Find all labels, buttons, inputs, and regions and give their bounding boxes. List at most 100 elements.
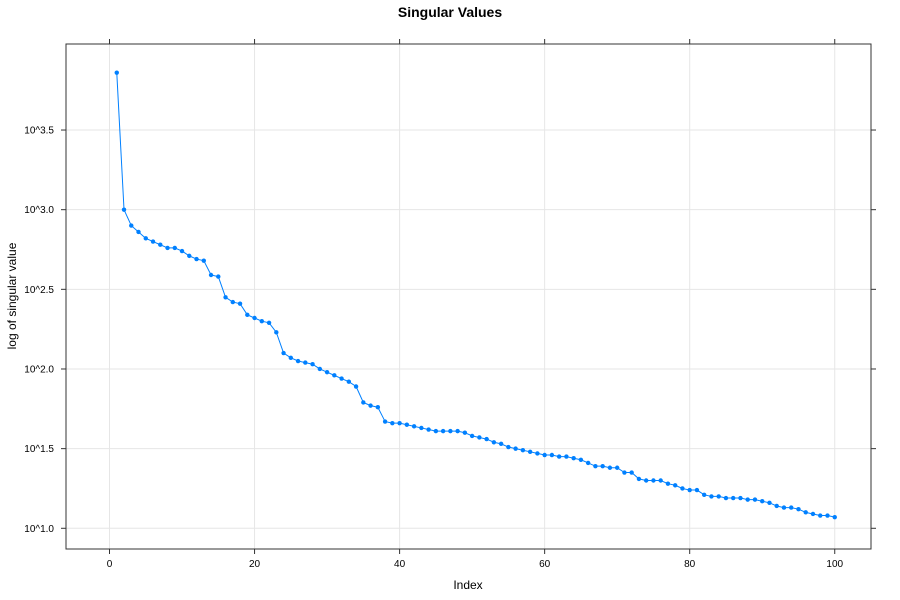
data-point xyxy=(216,274,221,279)
data-point xyxy=(607,465,613,470)
data-point xyxy=(810,511,816,517)
y-tick-label: 10^1.5 xyxy=(24,444,54,455)
data-point xyxy=(571,455,576,461)
data-point xyxy=(796,506,801,512)
data-point xyxy=(643,478,649,483)
data-point xyxy=(179,248,185,254)
data-point xyxy=(665,481,671,486)
chart-title: Singular Values xyxy=(398,4,502,20)
y-tick-label: 10^3.5 xyxy=(24,126,54,137)
data-point xyxy=(129,223,134,228)
data-point xyxy=(542,452,547,458)
data-point xyxy=(440,428,446,434)
data-point xyxy=(237,301,243,306)
data-point xyxy=(332,373,337,378)
data-point xyxy=(629,470,634,475)
data-point xyxy=(651,478,656,483)
data-point xyxy=(136,229,141,235)
data-point xyxy=(433,428,439,434)
data-point xyxy=(723,495,729,501)
data-point xyxy=(158,242,163,247)
data-point xyxy=(208,272,214,278)
x-tick-label: 20 xyxy=(249,559,261,570)
data-point xyxy=(701,492,707,498)
x-tick-label: 100 xyxy=(826,559,843,570)
series-line xyxy=(116,72,835,518)
data-point xyxy=(419,425,424,431)
data-point xyxy=(310,362,315,367)
data-point xyxy=(382,419,388,424)
data-point xyxy=(397,420,402,426)
data-point xyxy=(818,513,823,518)
data-point xyxy=(469,433,475,439)
data-point xyxy=(404,422,410,427)
data-point xyxy=(259,318,265,324)
data-point xyxy=(803,510,808,515)
data-point xyxy=(680,486,685,491)
data-point xyxy=(455,428,460,434)
data-point xyxy=(187,253,192,259)
data-point xyxy=(622,470,627,475)
data-point xyxy=(600,463,605,469)
series-layer xyxy=(114,70,837,520)
data-point xyxy=(230,299,236,305)
data-point xyxy=(825,513,830,518)
data-point xyxy=(411,424,417,429)
data-point xyxy=(506,444,511,450)
data-point xyxy=(114,70,119,75)
data-point xyxy=(491,440,497,445)
data-point xyxy=(636,476,642,482)
data-point xyxy=(448,428,453,434)
x-tick-label: 40 xyxy=(394,559,406,570)
data-point xyxy=(767,500,772,506)
data-point xyxy=(578,457,584,462)
data-point xyxy=(339,376,344,381)
data-point xyxy=(295,358,301,364)
data-point xyxy=(303,360,308,365)
data-point xyxy=(774,503,779,509)
data-point xyxy=(593,463,598,469)
plot-frame xyxy=(65,43,872,550)
data-point xyxy=(614,465,620,470)
data-point xyxy=(745,497,750,502)
data-point xyxy=(687,487,692,493)
data-point xyxy=(361,400,366,405)
data-point xyxy=(274,330,279,335)
data-point xyxy=(201,258,206,263)
x-axis-label: Index xyxy=(453,578,482,592)
data-point xyxy=(288,355,294,361)
data-point xyxy=(832,514,837,520)
data-point xyxy=(781,505,787,510)
y-tick-label: 10^2.5 xyxy=(24,285,54,296)
data-point xyxy=(375,405,381,410)
axis-ticks: 0 20 40 60 80 100 10^1.0 10^1.5 10^2.0 10^2.5 10^3… xyxy=(24,39,876,570)
x-tick-label: 80 xyxy=(684,559,696,570)
data-point xyxy=(317,366,323,372)
y-tick-label: 10^2.0 xyxy=(24,364,54,375)
x-tick-label: 0 xyxy=(107,559,113,570)
data-point xyxy=(143,236,148,241)
data-point xyxy=(426,427,431,432)
data-point xyxy=(672,483,678,488)
y-axis-label: log of singular value xyxy=(5,242,19,349)
data-point xyxy=(556,454,562,459)
data-point xyxy=(477,435,482,440)
data-point xyxy=(324,369,330,375)
data-point xyxy=(498,441,504,447)
data-point xyxy=(738,495,743,501)
data-point xyxy=(709,494,714,499)
x-tick-label: 60 xyxy=(539,559,551,570)
data-point xyxy=(564,454,569,459)
data-point xyxy=(658,478,663,483)
y-tick-label: 10^1.0 xyxy=(24,524,54,535)
data-point xyxy=(353,384,359,389)
data-point xyxy=(346,379,352,384)
y-tick-label: 10^3.0 xyxy=(24,205,54,216)
data-point xyxy=(194,256,199,262)
data-point xyxy=(368,403,373,408)
data-point xyxy=(281,350,286,356)
data-point xyxy=(121,207,127,212)
data-point xyxy=(245,312,250,318)
data-point xyxy=(150,239,156,244)
data-point xyxy=(716,494,721,499)
